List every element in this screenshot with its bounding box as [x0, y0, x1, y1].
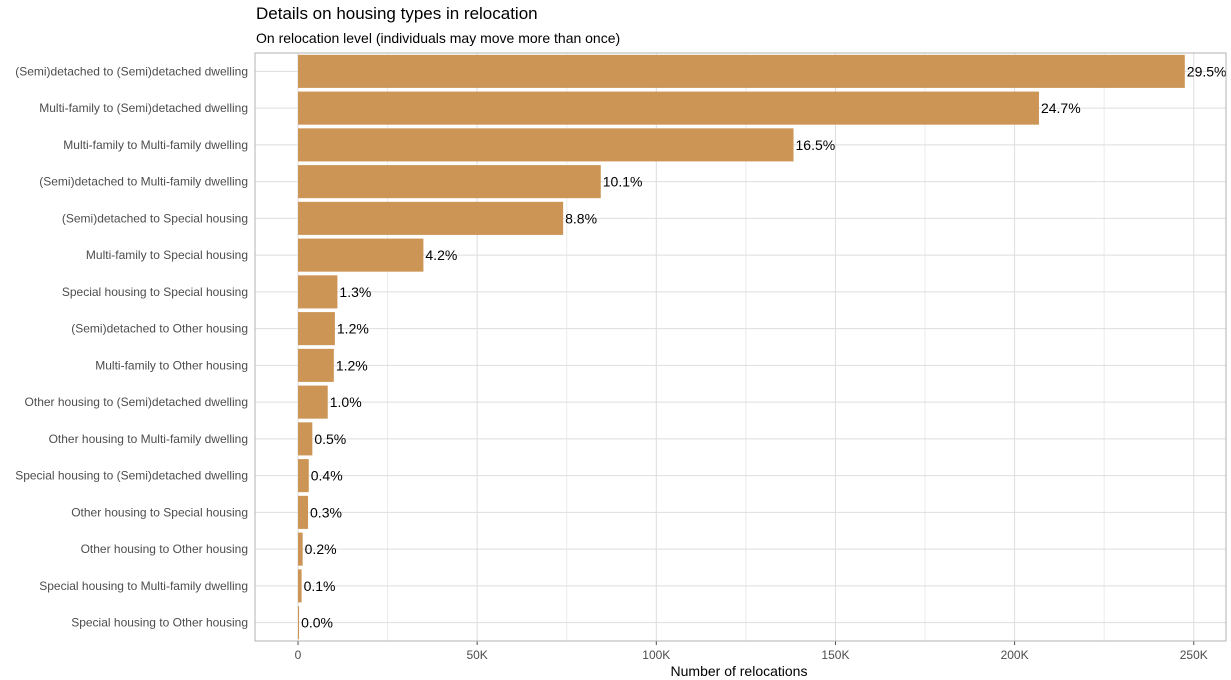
category-labels: (Semi)detached to (Semi)detached dwellin…	[15, 64, 248, 629]
x-tick-label: 200K	[1001, 648, 1029, 662]
data-label: 0.1%	[304, 578, 336, 594]
bar	[297, 165, 601, 199]
category-label: Multi-family to Other housing	[95, 358, 248, 372]
data-label: 0.4%	[311, 468, 343, 484]
bar	[297, 91, 1039, 125]
bar	[297, 459, 309, 493]
x-tick-label: 250K	[1180, 648, 1208, 662]
category-label: Special housing to (Semi)detached dwelli…	[15, 469, 248, 483]
data-label: 0.3%	[310, 504, 342, 520]
data-label: 16.5%	[796, 137, 836, 153]
category-label: Multi-family to (Semi)detached dwelling	[39, 101, 248, 115]
category-label: Multi-family to Special housing	[86, 248, 248, 262]
chart-subtitle: On relocation level (individuals may mov…	[256, 30, 621, 46]
category-label: Other housing to Multi-family dwelling	[49, 432, 248, 446]
x-axis-title: Number of relocations	[671, 663, 808, 679]
data-labels: 29.5% 24.7% 16.5% 10.1% 8.8% 4.2% 1.3% 1.2% 1.2%…	[301, 63, 1226, 630]
bar	[297, 422, 313, 456]
x-tick-label: 150K	[821, 648, 849, 662]
data-label: 0.5%	[314, 431, 346, 447]
data-label: 1.0%	[330, 394, 362, 410]
category-label: (Semi)detached to Other housing	[71, 322, 248, 336]
bar	[297, 532, 303, 566]
data-label: 24.7%	[1041, 100, 1081, 116]
bar	[297, 275, 338, 309]
bar	[297, 348, 334, 382]
bar	[297, 606, 300, 640]
category-label: Other housing to Other housing	[81, 542, 248, 556]
x-tick-label: 0	[295, 648, 302, 662]
data-label: 0.0%	[301, 615, 333, 631]
bar	[297, 569, 302, 603]
bar	[297, 54, 1185, 88]
category-label: Special housing to Multi-family dwelling	[39, 579, 248, 593]
data-label: 4.2%	[425, 247, 457, 263]
data-label: 1.3%	[339, 284, 371, 300]
category-label: (Semi)detached to Multi-family dwelling	[39, 175, 248, 189]
bar	[297, 238, 424, 272]
x-tick-label: 50K	[466, 648, 487, 662]
bar	[297, 201, 564, 235]
data-label: 0.2%	[305, 541, 337, 557]
data-label: 1.2%	[336, 357, 368, 373]
bar	[297, 312, 335, 346]
bars	[297, 54, 1185, 640]
category-label: Other housing to Special housing	[71, 505, 248, 519]
bar	[297, 385, 328, 419]
category-label: (Semi)detached to Special housing	[62, 211, 248, 225]
data-label: 10.1%	[603, 174, 643, 190]
plot-border	[254, 52, 1227, 642]
bar	[297, 495, 309, 529]
category-label: Special housing to Special housing	[62, 285, 248, 299]
chart-title: Details on housing types in relocation	[256, 4, 538, 23]
data-label: 1.2%	[337, 321, 369, 337]
x-tick-label: 100K	[642, 648, 670, 662]
data-label: 29.5%	[1187, 63, 1227, 79]
category-label: (Semi)detached to (Semi)detached dwellin…	[15, 64, 248, 78]
category-label: Multi-family to Multi-family dwelling	[63, 138, 248, 152]
data-label: 8.8%	[565, 210, 597, 226]
bar	[297, 128, 794, 162]
category-label: Special housing to Other housing	[71, 616, 248, 630]
x-tick-labels: 0 50K 100K 150K 200K 250K	[295, 641, 1208, 662]
category-label: Other housing to (Semi)detached dwelling	[25, 395, 248, 409]
